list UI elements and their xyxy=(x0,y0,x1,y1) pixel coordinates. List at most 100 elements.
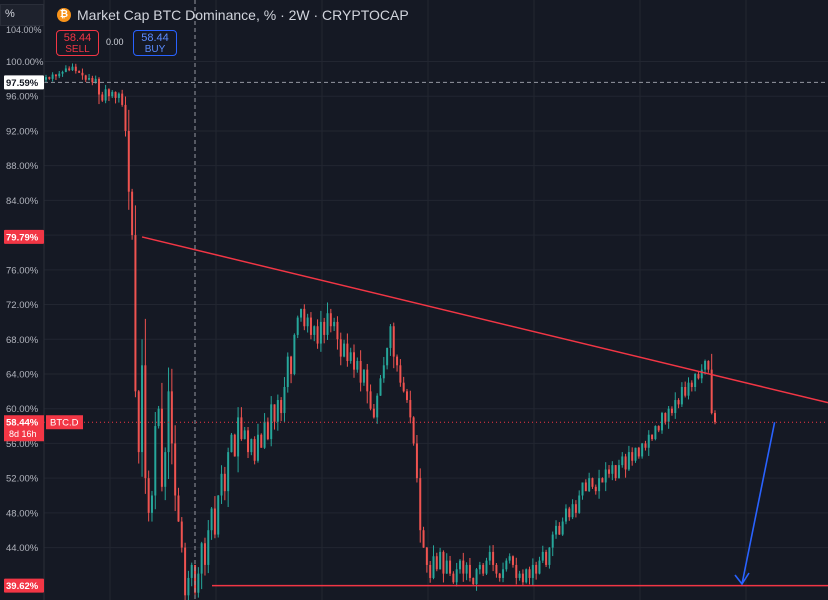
trendline-price-label-bg xyxy=(4,229,44,244)
candle-body xyxy=(548,547,551,565)
candle-body xyxy=(674,400,677,414)
candle-body xyxy=(101,94,104,101)
candle-body xyxy=(511,556,514,565)
crosshair-price-label: 97.59% xyxy=(6,78,39,89)
candle-body xyxy=(634,447,637,461)
candle-body xyxy=(584,482,587,492)
candle-body xyxy=(429,564,432,578)
candle-body xyxy=(425,547,428,565)
candle-body xyxy=(114,91,117,98)
candle-body xyxy=(147,478,150,513)
candle-body xyxy=(704,360,707,370)
candle-body xyxy=(223,473,226,492)
candle-body xyxy=(601,478,604,483)
symbol-search-input[interactable]: % xyxy=(0,4,44,26)
candle-body xyxy=(107,89,110,97)
candle-body xyxy=(207,530,210,565)
candle-body xyxy=(227,452,230,492)
candle-body xyxy=(379,378,382,396)
candle-body xyxy=(641,443,644,457)
candle-body xyxy=(528,569,531,578)
candle-body xyxy=(48,77,51,79)
candle-body xyxy=(346,343,349,361)
candle-body xyxy=(74,66,77,72)
candle-body xyxy=(293,334,296,374)
candle-body xyxy=(697,373,700,379)
price-axis-bg xyxy=(0,0,44,600)
candle-body xyxy=(439,551,442,570)
candle-body xyxy=(217,495,220,535)
spread-value: 0.00 xyxy=(106,37,124,47)
candle-body xyxy=(316,326,319,344)
candle-body xyxy=(598,478,601,492)
price-axis[interactable]: 104.00%100.00%96.00%92.00%88.00%84.00%80… xyxy=(0,0,45,600)
candle-body xyxy=(455,569,458,583)
candle-body xyxy=(71,66,74,71)
candle-body xyxy=(323,321,326,335)
candle-body xyxy=(210,508,213,531)
candle-body xyxy=(253,439,256,461)
candle-body xyxy=(710,369,713,414)
candle-body xyxy=(604,469,607,483)
candle-body xyxy=(45,77,47,80)
candle-body xyxy=(488,551,491,561)
candle-body xyxy=(651,434,654,440)
projection-arrow-head xyxy=(734,572,750,586)
candle-body xyxy=(419,478,422,531)
tick-label-cut: 104.00% xyxy=(6,25,42,35)
candle-body xyxy=(190,564,193,578)
candle-body xyxy=(366,369,369,392)
candle-body xyxy=(131,191,134,236)
candle-body xyxy=(319,321,322,344)
buy-button[interactable]: 58.44 BUY xyxy=(133,30,177,56)
candle-body xyxy=(104,89,107,101)
candle-body xyxy=(237,417,240,457)
tick-label: 100.00% xyxy=(6,57,44,68)
candle-body xyxy=(707,360,710,370)
candle-body xyxy=(541,551,544,561)
candle-body xyxy=(574,504,577,513)
chart-title[interactable]: Market Cap BTC Dominance, % · 2W · CRYPT… xyxy=(77,7,409,23)
candle-body xyxy=(356,360,359,370)
candle-body xyxy=(160,408,163,487)
candle-body xyxy=(515,564,518,578)
candle-body xyxy=(667,408,670,422)
candle-body xyxy=(677,400,680,405)
sell-button[interactable]: 58.44 SELL xyxy=(56,30,99,56)
candle-body xyxy=(306,317,309,327)
candle-body xyxy=(273,404,276,422)
candle-body xyxy=(336,321,339,340)
candle-body xyxy=(170,391,173,444)
candle-body xyxy=(263,421,266,448)
candle-body xyxy=(180,521,183,548)
candle-body xyxy=(117,93,120,98)
candle-body xyxy=(157,408,160,427)
candle-body xyxy=(51,74,54,79)
tick-label: 64.00% xyxy=(6,369,39,380)
candle-body xyxy=(449,560,452,574)
candle-body xyxy=(588,478,591,492)
candle-body xyxy=(478,564,481,570)
candle-body xyxy=(247,430,250,453)
candle-body xyxy=(58,73,61,77)
trendline-price-label: 79.79% xyxy=(6,232,39,243)
candle-body xyxy=(386,347,389,366)
candle-body xyxy=(177,495,180,522)
candle-body xyxy=(661,413,664,431)
buy-price: 58.44 xyxy=(141,32,169,44)
candle-body xyxy=(91,77,94,83)
candle-body xyxy=(81,72,84,76)
projection-arrow xyxy=(741,422,776,585)
tick-label: 96.00% xyxy=(6,92,39,103)
candle-body xyxy=(654,426,657,440)
sell-label: SELL xyxy=(65,44,90,55)
candle-body xyxy=(644,443,647,448)
candle-body xyxy=(349,352,352,361)
candle-body xyxy=(637,447,640,457)
candle-body xyxy=(396,356,399,366)
tick-label: 76.00% xyxy=(6,265,39,276)
candle-body xyxy=(326,313,329,335)
tick-label: 72.00% xyxy=(6,300,39,311)
candle-body xyxy=(187,577,190,596)
